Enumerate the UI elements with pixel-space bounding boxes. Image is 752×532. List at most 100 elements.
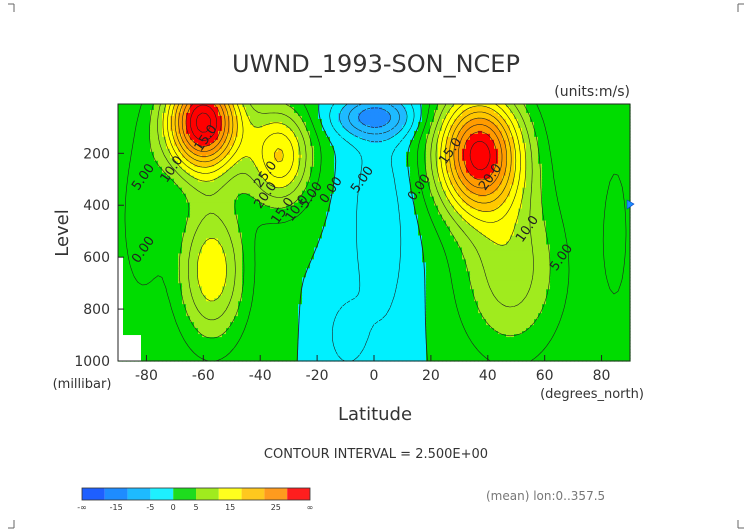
heat-cell: [506, 154, 511, 159]
heat-cell: [626, 124, 631, 129]
heat-cell: [390, 169, 395, 174]
heat-cell: [310, 139, 315, 144]
heat-cell: [570, 124, 575, 129]
heat-cell: [186, 163, 191, 168]
heat-cell: [238, 151, 243, 156]
heat-cell: [178, 163, 183, 168]
heat-cell: [558, 163, 563, 168]
heat-cell: [162, 175, 167, 180]
heat-cell: [514, 154, 519, 159]
heat-cell: [246, 148, 251, 153]
heat-cell: [122, 148, 127, 153]
heat-cell: [378, 178, 383, 183]
heat-cell: [218, 166, 223, 171]
heat-cell: [370, 154, 375, 159]
heat-cell: [494, 118, 499, 123]
heat-cell: [378, 118, 383, 123]
heat-cell: [558, 178, 563, 183]
heat-cell: [382, 115, 387, 120]
heat-cell: [510, 166, 515, 171]
heat-cell: [486, 190, 491, 195]
heat-cell: [478, 121, 483, 126]
heat-cell: [418, 166, 423, 171]
heat-cell: [362, 184, 367, 189]
heat-cell: [386, 106, 391, 111]
heat-cell: [334, 175, 339, 180]
heat-cell: [570, 172, 575, 177]
heat-cell: [374, 148, 379, 153]
heat-cell: [534, 157, 539, 162]
heat-cell: [602, 133, 607, 138]
heat-cell: [474, 163, 479, 168]
heat-cell: [498, 104, 503, 108]
heat-cell: [226, 160, 231, 165]
heat-cell: [210, 127, 215, 132]
heat-cell: [286, 127, 291, 132]
heat-cell: [514, 104, 519, 108]
heat-cell: [310, 184, 315, 189]
heat-cell: [614, 187, 619, 192]
heat-cell: [498, 124, 503, 129]
heat-cell: [170, 104, 175, 108]
heat-cell: [154, 151, 159, 156]
heat-cell: [618, 124, 623, 129]
heat-cell: [418, 184, 423, 189]
heat-cell: [242, 166, 247, 171]
heat-cell: [286, 193, 291, 198]
heat-cell: [266, 151, 271, 156]
heat-cell: [286, 184, 291, 189]
heat-cell: [358, 151, 363, 156]
heat-cell: [322, 184, 327, 189]
heat-cell: [574, 169, 579, 174]
heat-cell: [362, 115, 367, 120]
heat-cell: [158, 193, 163, 198]
heat-cell: [218, 130, 223, 135]
heat-cell: [610, 157, 615, 162]
heat-cell: [130, 115, 135, 120]
heat-cell: [390, 157, 395, 162]
heat-cell: [154, 139, 159, 144]
heat-cell: [490, 118, 495, 123]
heat-cell: [138, 175, 143, 180]
heat-cell: [430, 112, 435, 117]
heat-cell: [550, 106, 555, 111]
heat-cell: [274, 169, 279, 174]
heat-cell: [286, 187, 291, 192]
heat-cell: [294, 121, 299, 126]
heat-cell: [134, 148, 139, 153]
heat-cell: [250, 169, 255, 174]
heat-cell: [142, 112, 147, 117]
heat-cell: [462, 124, 467, 129]
heat-cell: [338, 181, 343, 186]
heat-cell: [126, 187, 131, 192]
heat-cell: [158, 172, 163, 177]
heat-cell: [538, 109, 543, 114]
heat-cell: [478, 154, 483, 159]
heat-cell: [198, 115, 203, 120]
heat-cell: [610, 109, 615, 114]
heat-cell: [438, 175, 443, 180]
heat-cell: [246, 139, 251, 144]
heat-cell: [146, 109, 151, 114]
heat-cell: [282, 127, 287, 132]
heat-cell: [582, 151, 587, 156]
heat-cell: [278, 157, 283, 162]
heat-cell: [394, 118, 399, 123]
heat-cell: [226, 190, 231, 195]
heat-cell: [410, 148, 415, 153]
heat-cell: [134, 181, 139, 186]
heat-cell: [514, 139, 519, 144]
heat-cell: [158, 160, 163, 165]
heat-cell: [266, 193, 271, 198]
heat-cell: [258, 154, 263, 159]
heat-cell: [202, 109, 207, 114]
heat-cell: [302, 133, 307, 138]
heat-cell: [430, 142, 435, 147]
heat-cell: [342, 151, 347, 156]
heat-cell: [354, 142, 359, 147]
heat-cell: [362, 109, 367, 114]
heat-cell: [402, 190, 407, 195]
heat-cell: [154, 142, 159, 147]
heat-cell: [350, 190, 355, 195]
heat-cell: [210, 151, 215, 156]
